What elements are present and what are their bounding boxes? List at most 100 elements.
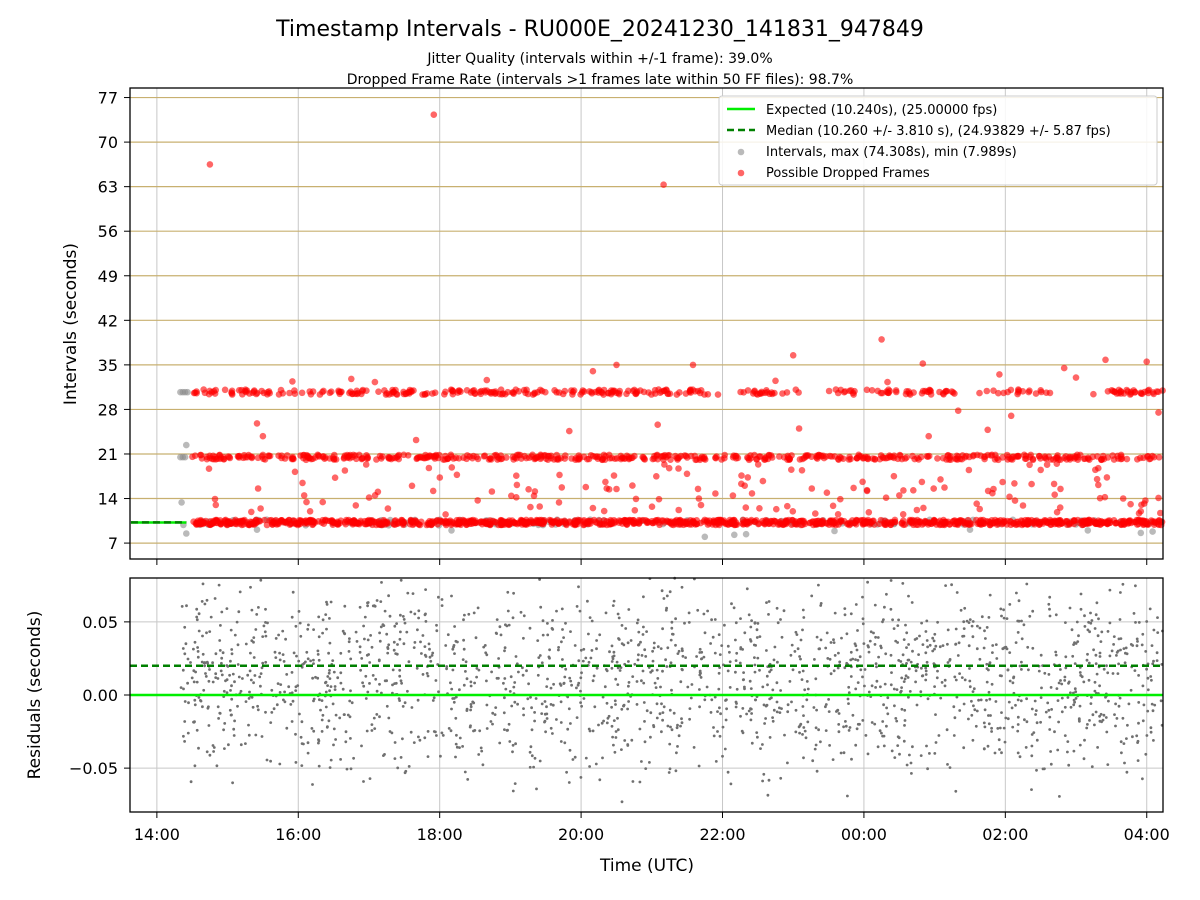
residual-point <box>485 703 489 707</box>
dropped-frame-point <box>917 453 925 461</box>
dropped-frame-point <box>741 520 748 527</box>
residual-point <box>907 658 911 662</box>
residual-point <box>204 675 208 678</box>
residual-point <box>766 683 769 687</box>
residual-point <box>202 688 206 692</box>
dropped-frame-point <box>997 517 1004 524</box>
dropped-frame-point <box>212 501 220 509</box>
residual-point <box>681 654 685 658</box>
interval-point <box>181 453 189 461</box>
residual-point <box>503 696 506 700</box>
residual-point <box>629 639 633 642</box>
residual-point <box>366 601 370 604</box>
dropped-frame-point <box>882 494 890 502</box>
residual-point <box>383 609 387 613</box>
dropped-frame-point <box>840 388 848 396</box>
residual-point <box>211 744 215 747</box>
residual-point <box>370 645 374 649</box>
residual-point <box>334 713 338 717</box>
interval-point <box>966 526 974 533</box>
dropped-frame-point <box>1142 518 1150 525</box>
dropped-frame-point <box>371 378 379 386</box>
residual-point <box>890 749 894 753</box>
residual-point <box>1086 652 1089 656</box>
dropped-frame-point <box>513 481 521 489</box>
dropped-frame-point <box>765 452 773 459</box>
residual-point <box>620 800 624 804</box>
residual-point <box>300 742 304 745</box>
dropped-frame-point <box>562 452 569 459</box>
residual-point <box>214 672 218 676</box>
residual-point <box>331 702 335 706</box>
residual-point <box>924 630 928 633</box>
residual-point <box>886 712 890 716</box>
residual-point <box>560 640 563 644</box>
residual-point <box>1000 614 1003 618</box>
dropped-frame-point <box>613 455 621 462</box>
residual-point <box>998 674 1002 677</box>
residual-point <box>813 747 817 751</box>
dropped-frame-point <box>984 426 991 434</box>
residual-point <box>664 608 668 612</box>
dropped-frame-point <box>920 504 927 512</box>
residual-point <box>477 668 481 672</box>
residual-point <box>187 701 190 705</box>
dropped-frame-point <box>655 495 663 503</box>
residual-point <box>953 716 957 720</box>
chart-title: Timestamp Intervals - RU000E_20241230_14… <box>275 17 924 42</box>
dropped-frame-point <box>448 386 456 394</box>
residual-point <box>575 716 579 719</box>
dropped-frame-point <box>610 472 618 479</box>
residual-point <box>552 682 555 686</box>
residual-point <box>846 794 849 798</box>
residual-point <box>1005 647 1009 651</box>
residual-point <box>610 666 614 670</box>
dropped-frame-point <box>942 387 950 395</box>
dropped-frame-point <box>874 387 881 395</box>
residual-point <box>889 653 893 657</box>
residual-point <box>611 735 614 739</box>
residual-point <box>305 650 309 654</box>
residual-point <box>1150 644 1154 647</box>
residual-point <box>627 681 631 684</box>
dropped-frame-point <box>1004 388 1011 396</box>
residual-point <box>530 728 534 732</box>
dropped-frame-point <box>795 425 803 432</box>
residual-point <box>1025 582 1029 586</box>
residual-point <box>650 669 654 673</box>
residual-point <box>548 648 551 652</box>
residual-point <box>661 711 665 714</box>
residual-point <box>219 624 222 627</box>
residual-point <box>756 656 760 660</box>
residual-point <box>1083 614 1086 618</box>
residual-point <box>1044 710 1048 714</box>
residual-point <box>469 708 472 712</box>
residual-point <box>918 634 921 638</box>
residual-point <box>590 619 594 623</box>
residual-point <box>996 727 1000 730</box>
dropped-frame-point <box>988 517 996 524</box>
residual-point <box>269 721 273 724</box>
residual-point <box>907 643 910 646</box>
residual-point <box>197 629 201 633</box>
dropped-frame-point <box>883 388 890 395</box>
residual-point <box>231 781 235 785</box>
residual-point <box>497 657 500 660</box>
residual-point <box>946 763 949 766</box>
residual-point <box>884 652 888 656</box>
residual-point <box>805 698 809 702</box>
residual-point <box>1054 650 1058 654</box>
residual-point <box>1106 763 1110 766</box>
residual-point <box>236 704 239 708</box>
residual-point <box>1083 625 1087 628</box>
residual-point <box>450 707 453 711</box>
residual-point <box>559 684 563 687</box>
dropped-frame-point <box>846 387 853 395</box>
residual-point <box>186 681 190 685</box>
residual-point <box>491 711 495 715</box>
residual-point <box>244 642 248 646</box>
residual-point <box>668 742 672 746</box>
residual-point <box>475 675 478 679</box>
residual-point <box>421 634 425 637</box>
residual-point <box>233 680 236 684</box>
